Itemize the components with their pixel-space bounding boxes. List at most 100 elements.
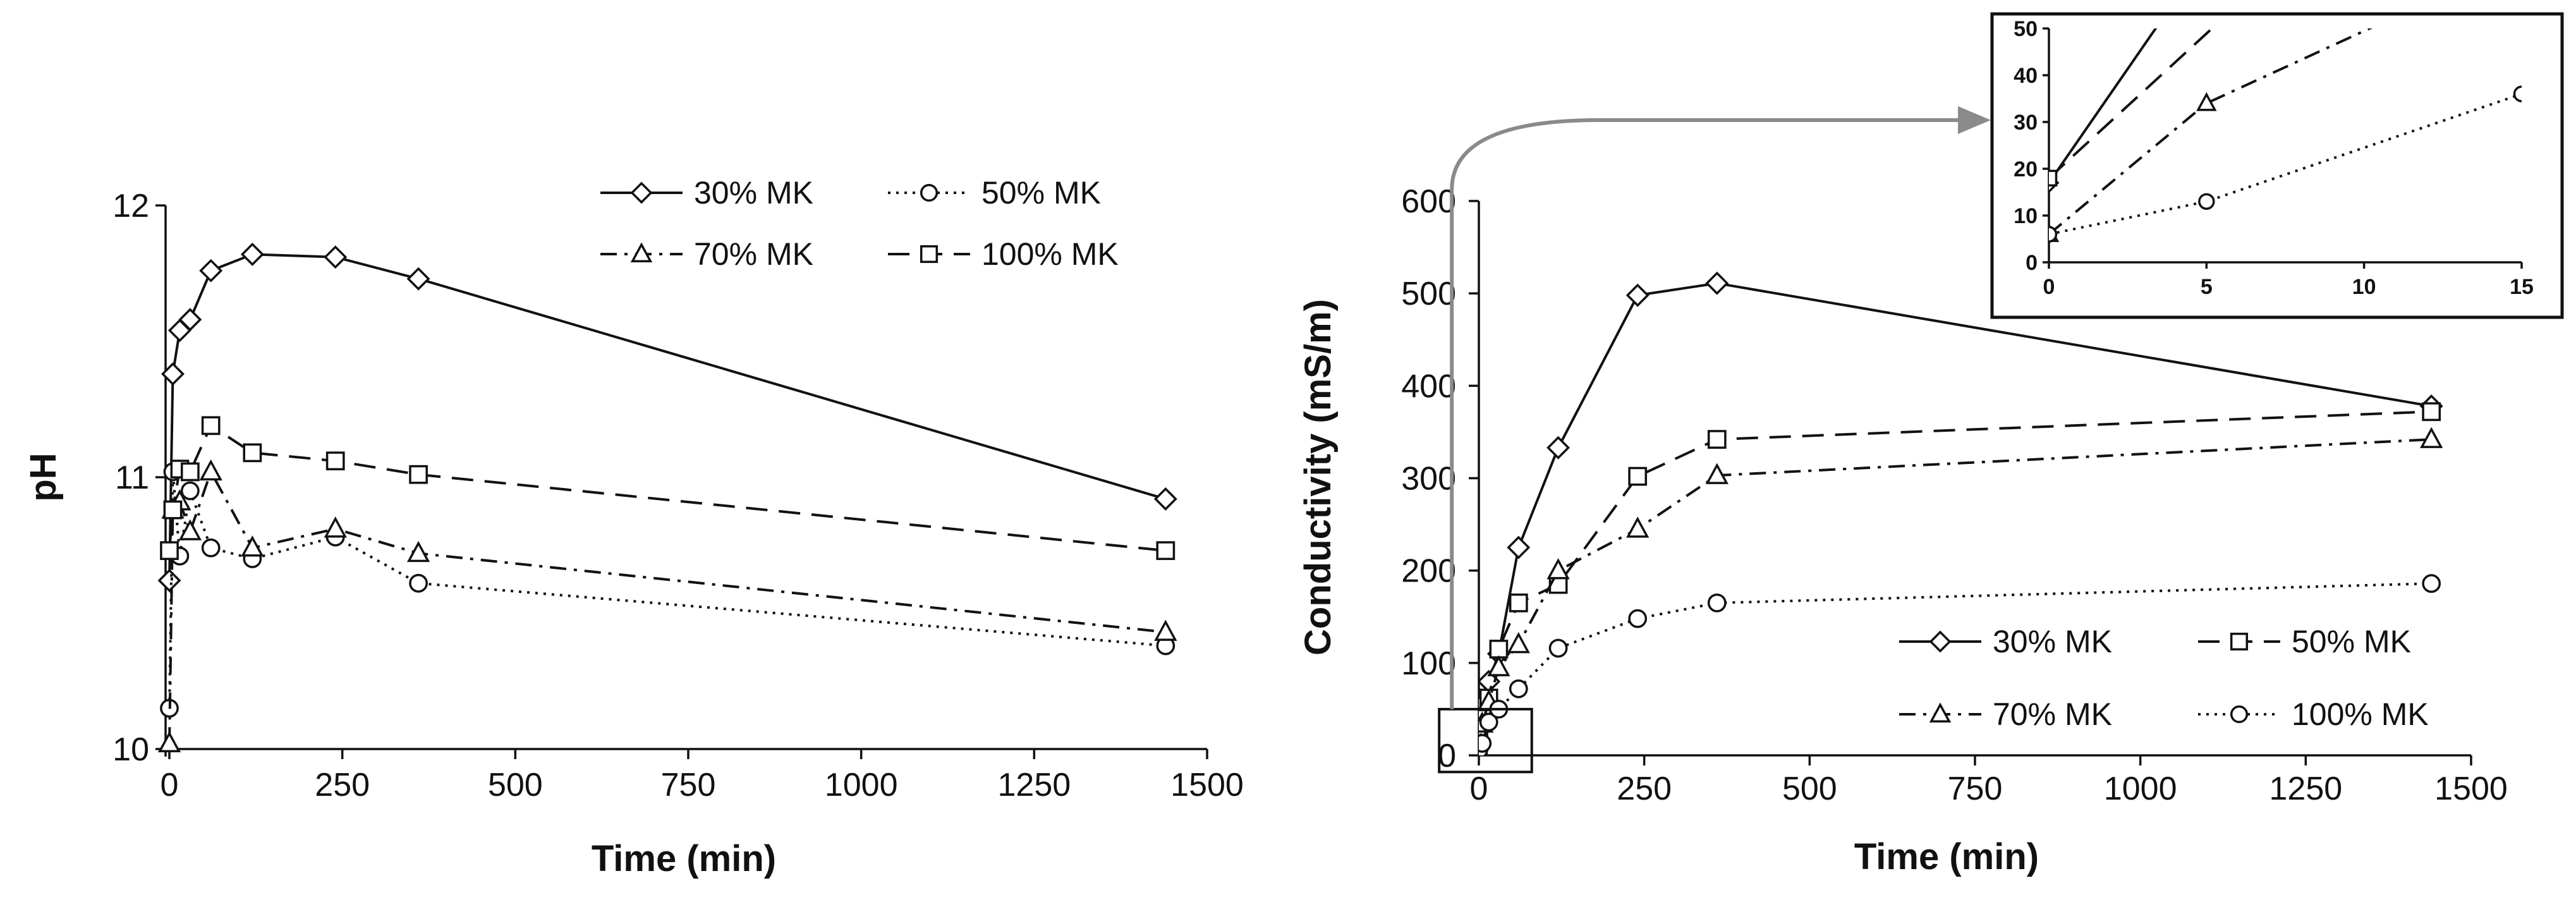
series-line-30-mk	[1479, 282, 2432, 740]
y-tick-label: 300	[1401, 461, 1456, 497]
series-100-mk	[1479, 574, 2441, 755]
legend-label: 30% MK	[1993, 624, 2112, 659]
legend-marker	[2230, 705, 2249, 724]
legend-marker	[920, 245, 939, 264]
data-point-30-mk	[1625, 283, 1649, 307]
data-point-70-mk	[406, 540, 430, 563]
conductivity-chart: 0 250 500 750 1000 1250 1500010020030040050060…	[1297, 106, 2508, 877]
ph-chart: 0 250 500 750 1000 1250 1500 10 11 12 Time (min) pH…	[23, 175, 1244, 879]
data-point-100-mk	[163, 500, 183, 520]
legend-marker	[1929, 630, 1952, 653]
y-tick-label: 30	[2014, 111, 2038, 135]
series-line-100-mk	[1479, 582, 2432, 751]
x-tick-label: 500	[488, 767, 543, 803]
x-tick-label: 750	[1948, 771, 2003, 807]
legend-marker	[630, 181, 653, 204]
x-tick-label: 1500	[2434, 771, 2508, 807]
data-point-70-mk	[157, 731, 181, 753]
zoom-connector-line	[1450, 118, 1962, 709]
data-point-50-mk	[201, 538, 221, 558]
data-point-100-mk	[2049, 226, 2058, 243]
data-point-70-mk	[178, 519, 202, 540]
legend-item-70-mk: 70% MK	[600, 236, 813, 272]
data-point-100-mk	[1479, 734, 1492, 753]
legend-label: 70% MK	[1993, 697, 2112, 732]
data-point-100-mk	[243, 443, 262, 463]
y-axis-title: Conductivity (mS/m)	[1297, 299, 1339, 655]
legend-label: 30% MK	[694, 175, 813, 210]
zoom-box	[1438, 707, 1533, 774]
y-tick-label: 0	[1438, 738, 1456, 774]
data-point-50-mk	[2422, 402, 2441, 422]
series-30-mk	[1479, 271, 2443, 752]
y-tick-label: 500	[1401, 276, 1456, 312]
series-line-70-mk	[168, 468, 1166, 744]
data-point-50-mk	[1509, 593, 1528, 613]
series-100-mk	[160, 416, 1176, 560]
x-tick-label: 750	[661, 767, 716, 803]
data-point-100-mk	[180, 462, 200, 482]
x-tick-label: 10	[2352, 275, 2376, 299]
data-point-100-mk	[1479, 712, 1498, 732]
data-point-100-mk	[2198, 193, 2215, 210]
x-tick-label: 0	[1470, 771, 1488, 807]
series-line-50-mk	[168, 472, 1166, 709]
data-point-70-mk	[1705, 463, 1728, 484]
y-axis-title: pH	[23, 453, 64, 501]
legend-item-50-mk: 50% MK	[888, 175, 1101, 210]
y-tick-label: 40	[2014, 64, 2038, 88]
data-point-50-mk	[180, 481, 200, 501]
data-point-50-mk	[1707, 430, 1727, 449]
series-line-50-mk	[2049, 28, 2215, 180]
data-point-30-mk	[161, 362, 185, 386]
data-point-70-mk	[1546, 558, 1570, 580]
x-axis-title: Time (min)	[1854, 836, 2039, 877]
legend-label: 100% MK	[2292, 697, 2429, 732]
data-point-50-mk	[409, 573, 428, 593]
data-point-100-mk	[160, 541, 179, 560]
conductivity-inset-chart: 0 5 10 15 0 10 20 30 40 50	[1990, 12, 2564, 319]
y-tick-label: 20	[2014, 157, 2038, 181]
data-point-70-mk	[241, 535, 264, 557]
x-tick-label: 1000	[825, 767, 898, 803]
data-point-100-mk	[1548, 638, 1568, 658]
data-point-70-mk	[324, 516, 347, 538]
data-point-30-mk	[157, 568, 181, 592]
series-50-mk	[160, 462, 1176, 718]
x-tick-label: 0	[161, 767, 179, 803]
x-tick-label: 250	[315, 767, 370, 803]
legend-label: 100% MK	[981, 236, 1119, 272]
data-point-30-mk	[199, 259, 223, 283]
legend-item-30-mk: 30% MK	[1899, 624, 2112, 659]
data-point-100-mk	[2513, 85, 2522, 102]
data-point-30-mk	[324, 245, 348, 269]
data-point-30-mk	[240, 242, 264, 266]
data-point-100-mk	[325, 451, 345, 471]
data-point-30-mk	[178, 308, 202, 332]
series-line-30-mk	[2049, 28, 2158, 184]
inset-frame	[1990, 12, 2564, 319]
data-point-100-mk	[1156, 541, 1176, 560]
legend-label: 50% MK	[981, 175, 1101, 210]
x-tick-label: 0	[2043, 275, 2055, 299]
x-tick-label: 5	[2201, 275, 2213, 299]
series-50-mk	[1479, 402, 2441, 748]
data-point-100-mk	[1509, 679, 1528, 698]
data-point-100-mk	[2422, 574, 2441, 594]
y-tick-label: 400	[1401, 368, 1456, 405]
y-tick-label: 200	[1401, 553, 1456, 590]
data-point-30-mk	[406, 267, 430, 291]
x-tick-label: 15	[2510, 275, 2534, 299]
x-tick-label: 1000	[2104, 771, 2177, 807]
zoom-connector-arrowhead	[1958, 106, 1991, 134]
data-point-100-mk	[201, 416, 221, 436]
x-axis-title: Time (min)	[592, 838, 776, 879]
y-tick-label: 11	[115, 460, 149, 496]
x-tick-label: 1250	[997, 767, 1071, 803]
series-30-mk	[157, 242, 1177, 592]
data-point-30-mk	[1705, 271, 1729, 295]
series-line-70-mk	[1479, 438, 2432, 750]
data-point-70-mk	[2420, 427, 2443, 448]
legend-label: 50% MK	[2292, 624, 2411, 659]
